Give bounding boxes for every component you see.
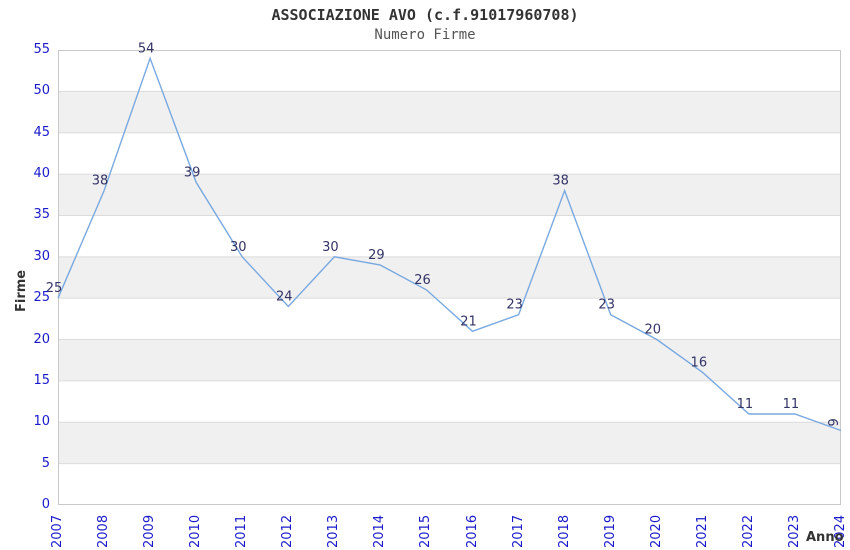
x-tick-label: 2021 [694, 514, 710, 548]
stripe-band [58, 256, 841, 299]
point-label: 20 [644, 323, 661, 338]
point-label: 30 [322, 240, 339, 255]
point-label: 30 [230, 240, 247, 255]
point-label: 23 [598, 298, 615, 313]
x-tick-label: 2022 [740, 514, 756, 548]
stripe-band [58, 422, 841, 464]
point-label: 9 [827, 418, 842, 426]
x-tick-label: 2015 [418, 514, 434, 548]
x-tick-label: 2020 [648, 514, 664, 548]
x-tick-label: 2013 [326, 514, 342, 548]
point-label: 25 [46, 281, 63, 296]
x-tick-label: 2010 [188, 514, 204, 548]
x-tick-label: 2009 [142, 514, 158, 548]
point-label: 38 [552, 174, 569, 189]
y-tick-label: 40 [33, 166, 50, 182]
x-axis-title: Anno [806, 530, 844, 545]
point-label: 24 [276, 289, 293, 304]
point-label: 11 [783, 397, 800, 412]
point-label: 38 [92, 174, 109, 189]
data-line [57, 56, 842, 432]
point-label: 23 [506, 298, 523, 313]
stripe-band [58, 339, 841, 381]
y-tick-label: 50 [33, 83, 50, 99]
x-tick-label: 2011 [234, 514, 250, 548]
point-label: 11 [737, 397, 754, 412]
y-tick-label: 45 [33, 124, 50, 140]
x-tick-label: 2023 [786, 514, 802, 548]
chart-title: ASSOCIAZIONE AVO (c.f.91017960708) [271, 6, 579, 24]
y-tick-label: 0 [41, 497, 50, 512]
x-tick-label: 2017 [510, 514, 526, 548]
point-label: 16 [691, 356, 708, 371]
y-tick-label: 5 [41, 455, 50, 471]
x-tick-label: 2012 [280, 514, 296, 548]
x-tick-label: 2007 [50, 514, 65, 548]
point-label: 39 [184, 165, 201, 180]
stripe-band [58, 174, 841, 216]
point-label: 29 [368, 248, 385, 263]
x-tick-label: 2008 [96, 514, 112, 548]
x-tick-label: 2014 [372, 514, 388, 548]
plot-border [58, 50, 841, 505]
plot-area: 25 38 54 39 30 24 30 29 26 21 23 38 23 20 16 11 11 9 [46, 41, 842, 505]
x-tick-label: 2016 [464, 514, 480, 548]
chart-subtitle: Numero Firme [374, 27, 476, 43]
y-tick-label: 15 [33, 372, 50, 388]
y-axis-title: Firme [14, 269, 29, 312]
point-label: 26 [414, 273, 431, 288]
y-tick-label: 35 [33, 207, 50, 223]
y-tick-label: 30 [33, 248, 50, 264]
stripe-band [58, 91, 841, 133]
y-tick-label: 10 [33, 414, 50, 430]
x-tick-label: 2019 [602, 514, 618, 548]
point-label: 21 [460, 314, 477, 329]
point-label: 54 [138, 41, 155, 56]
y-tick-label: 25 [33, 290, 50, 306]
y-tick-label: 20 [33, 331, 50, 347]
y-tick-label: 55 [33, 42, 50, 57]
x-tick-label: 2018 [556, 514, 572, 548]
